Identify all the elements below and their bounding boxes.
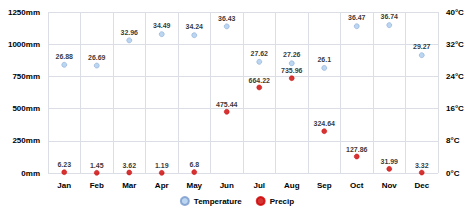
svg-text:Apr: Apr <box>155 181 169 190</box>
svg-text:3.32: 3.32 <box>415 162 429 169</box>
svg-text:1250mm: 1250mm <box>8 8 40 17</box>
svg-text:26.88: 26.88 <box>55 53 73 60</box>
svg-text:34.49: 34.49 <box>153 22 171 29</box>
svg-text:34.24: 34.24 <box>185 23 203 30</box>
svg-text:Mar: Mar <box>122 181 136 190</box>
svg-text:Jun: Jun <box>220 181 234 190</box>
svg-text:324.64: 324.64 <box>314 120 336 127</box>
svg-text:6.23: 6.23 <box>57 161 71 168</box>
svg-text:16°C: 16°C <box>446 104 464 113</box>
svg-text:750mm: 750mm <box>12 72 40 81</box>
svg-text:Sep: Sep <box>317 181 332 190</box>
svg-text:500mm: 500mm <box>12 104 40 113</box>
svg-text:32.96: 32.96 <box>120 29 138 36</box>
svg-text:Dec: Dec <box>414 181 429 190</box>
svg-text:26.1: 26.1 <box>317 56 331 63</box>
svg-text:36.43: 36.43 <box>218 15 236 22</box>
svg-text:Aug: Aug <box>284 181 300 190</box>
svg-text:27.26: 27.26 <box>283 51 301 58</box>
svg-text:0mm: 0mm <box>21 169 40 178</box>
svg-text:31.99: 31.99 <box>380 158 398 165</box>
svg-text:27.62: 27.62 <box>250 50 268 57</box>
svg-text:1.45: 1.45 <box>90 162 104 169</box>
svg-text:32°C: 32°C <box>446 40 464 49</box>
svg-text:664.22: 664.22 <box>249 77 271 84</box>
svg-text:Jul: Jul <box>253 181 265 190</box>
svg-text:1000mm: 1000mm <box>8 40 40 49</box>
svg-text:36.74: 36.74 <box>380 13 398 20</box>
svg-text:40°C: 40°C <box>446 8 464 17</box>
svg-text:127.86: 127.86 <box>346 146 368 153</box>
svg-text:6.8: 6.8 <box>189 161 199 168</box>
svg-text:3.62: 3.62 <box>122 162 136 169</box>
svg-text:Jan: Jan <box>57 181 71 190</box>
svg-text:29.27: 29.27 <box>413 43 431 50</box>
svg-text:Oct: Oct <box>350 181 364 190</box>
svg-text:250mm: 250mm <box>12 136 40 145</box>
svg-text:36.47: 36.47 <box>348 14 366 21</box>
svg-text:Feb: Feb <box>90 181 104 190</box>
svg-text:Temperature: Temperature <box>194 197 242 206</box>
svg-text:May: May <box>186 181 202 190</box>
svg-text:1.19: 1.19 <box>155 162 169 169</box>
svg-text:Nov: Nov <box>382 181 398 190</box>
svg-text:24°C: 24°C <box>446 72 464 81</box>
svg-text:Precip: Precip <box>270 197 295 206</box>
svg-text:475.44: 475.44 <box>216 101 238 108</box>
svg-text:735.96: 735.96 <box>281 67 303 74</box>
svg-text:8°C: 8°C <box>446 136 460 145</box>
svg-text:0°C: 0°C <box>446 169 460 178</box>
svg-text:26.69: 26.69 <box>88 54 106 61</box>
